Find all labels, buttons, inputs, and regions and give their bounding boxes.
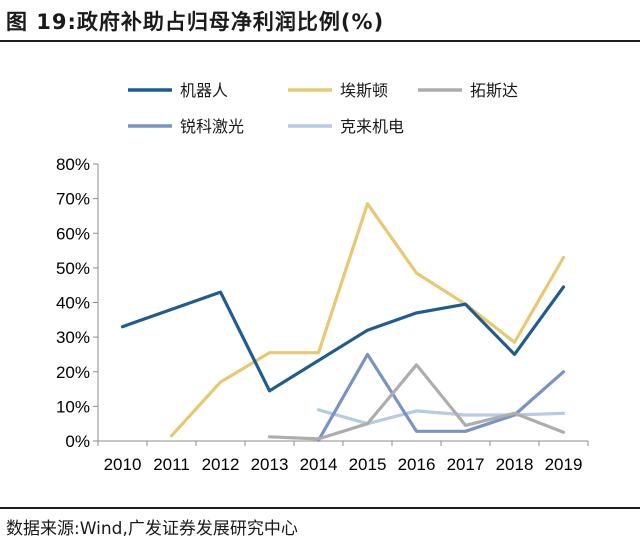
series-line-4 bbox=[316, 352, 566, 442]
series-line-5 bbox=[316, 408, 566, 426]
x-tick-label: 2015 bbox=[349, 455, 387, 474]
x-tick-label: 2010 bbox=[104, 455, 142, 474]
series-lines bbox=[120, 202, 566, 442]
x-tick-label: 2018 bbox=[496, 455, 534, 474]
legend-label: 拓斯达 bbox=[470, 81, 518, 100]
series-line-3 bbox=[267, 363, 566, 441]
y-tick-label: 0% bbox=[65, 432, 90, 451]
legend-label: 机器人 bbox=[180, 81, 228, 100]
y-tick-label: 70% bbox=[56, 190, 90, 209]
x-tick-label: 2014 bbox=[300, 455, 338, 474]
chart-title: 图 19:政府补助占归母净利润比例(%) bbox=[6, 10, 385, 34]
x-tick-label: 2019 bbox=[545, 455, 583, 474]
source-note: 数据来源:Wind,广发证券发展研究中心 bbox=[6, 519, 298, 539]
y-tick-label: 60% bbox=[56, 224, 90, 243]
y-tick-label: 80% bbox=[56, 155, 90, 174]
legend-label: 埃斯顿 bbox=[340, 81, 388, 100]
legend-label: 锐科激光 bbox=[180, 117, 244, 136]
source-rule bbox=[0, 507, 640, 509]
title-rule bbox=[0, 40, 640, 42]
y-tick-label: 10% bbox=[56, 397, 90, 416]
x-tick-label: 2011 bbox=[153, 455, 190, 474]
y-tick-label: 40% bbox=[56, 294, 90, 313]
x-tick-label: 2013 bbox=[251, 455, 289, 474]
legend-label: 克来机电 bbox=[340, 117, 404, 136]
x-tick-label: 2012 bbox=[202, 455, 240, 474]
y-tick-label: 20% bbox=[56, 363, 90, 382]
y-tick-label: 50% bbox=[56, 259, 90, 278]
x-axis: 2010 2011 2012 2013 2014 2015 2016 2017 2018 2019 bbox=[97, 440, 589, 474]
y-tick-label: 30% bbox=[56, 328, 90, 347]
series-line-1 bbox=[120, 285, 566, 393]
y-axis: 0% 10% 20% 30% 40% 50% 60% 70% 80% bbox=[56, 155, 99, 451]
x-tick-label: 2017 bbox=[447, 455, 485, 474]
series-line-2 bbox=[169, 202, 566, 438]
x-tick-label: 2016 bbox=[398, 455, 436, 474]
